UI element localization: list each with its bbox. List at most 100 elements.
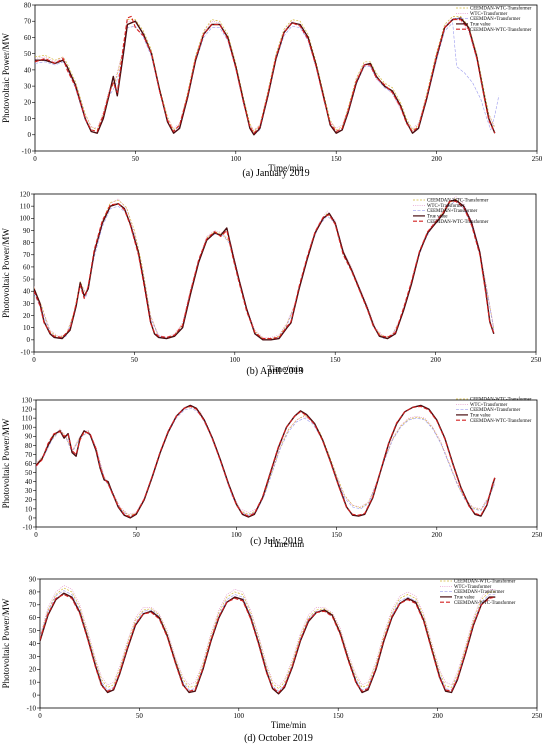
legend-label: CEEMDAN-WTC-Transformer bbox=[427, 199, 489, 204]
legend-label: CEEMDAN-WTC-Transformer bbox=[470, 7, 532, 12]
y-tick-label: 130 bbox=[22, 396, 33, 404]
y-tick-label: 0 bbox=[33, 692, 37, 700]
chart-caption: (b) April 2019 bbox=[246, 366, 303, 377]
y-tick-label: -10 bbox=[27, 704, 37, 712]
legend-label: CEEMDAN+Transformer bbox=[470, 408, 521, 413]
y-axis-title: Photovoltaic Power/MW bbox=[1, 598, 11, 688]
series-true-value bbox=[36, 404, 496, 519]
y-axis-title: Photovoltaic Power/MW bbox=[1, 33, 11, 123]
plot-frame bbox=[33, 193, 537, 353]
series-group bbox=[40, 585, 496, 695]
y-tick-label: 80 bbox=[23, 239, 31, 247]
x-tick-label: 250 bbox=[532, 712, 543, 720]
legend-label: WTC+Transformer bbox=[470, 12, 508, 17]
y-tick-label: 20 bbox=[24, 99, 32, 107]
x-tick-label: 50 bbox=[136, 712, 144, 720]
series-group bbox=[35, 15, 500, 136]
y-tick-label: 70 bbox=[25, 451, 33, 459]
plot-frame bbox=[34, 4, 538, 152]
series-ceemdan-wtc-transformer bbox=[34, 198, 495, 339]
x-tick-label: 0 bbox=[38, 712, 42, 720]
x-axis-title: Time/min bbox=[267, 364, 303, 374]
x-axis-title: Time/min bbox=[271, 720, 307, 730]
x-tick-label: 200 bbox=[432, 712, 443, 720]
y-tick-label: 50 bbox=[23, 275, 31, 283]
y-tick-label: 0 bbox=[27, 336, 31, 344]
y-tick-label: 120 bbox=[20, 190, 31, 198]
y-tick-label: 70 bbox=[29, 601, 37, 609]
y-tick-label: 40 bbox=[25, 478, 33, 486]
y-tick-label: 30 bbox=[25, 487, 33, 495]
legend-label: True value bbox=[470, 23, 490, 28]
y-tick-label: 0 bbox=[29, 514, 33, 522]
x-tick-label: 100 bbox=[230, 356, 241, 364]
y-tick-label: 120 bbox=[22, 405, 33, 413]
y-tick-label: 10 bbox=[24, 115, 32, 123]
chart-caption: (d) October 2019 bbox=[244, 733, 313, 744]
y-tick-label: 60 bbox=[24, 34, 32, 42]
series-ceemdan-transformer bbox=[36, 407, 496, 517]
y-tick-label: 90 bbox=[29, 575, 37, 583]
y-axis-title: Photovoltaic Power/MW bbox=[1, 228, 11, 318]
x-tick-label: 100 bbox=[234, 712, 245, 720]
series-true-value bbox=[34, 199, 495, 341]
y-tick-label: 70 bbox=[23, 251, 31, 259]
legend-label: CEEMDAN+Transformer bbox=[427, 209, 478, 214]
y-tick-label: 30 bbox=[29, 653, 37, 661]
chart-panel-3: 0 50 100 150 200 250-100102030405060708090100… bbox=[1, 396, 543, 549]
series-ceemdan-transformer bbox=[35, 22, 500, 136]
y-tick-label: 80 bbox=[29, 588, 37, 596]
y-tick-label: 50 bbox=[24, 50, 32, 58]
series-ceemdan-wtc-transformer bbox=[40, 587, 496, 689]
y-tick-label: 100 bbox=[22, 424, 33, 432]
legend-label: True value bbox=[427, 215, 447, 220]
legend-label: CEEMDAN+Transformer bbox=[454, 590, 505, 595]
legend-label: CEEMDAN-WTC-Transformer bbox=[454, 601, 516, 606]
y-tick-label: 10 bbox=[23, 324, 31, 332]
x-tick-label: 200 bbox=[430, 356, 441, 364]
series-wtc-transformer bbox=[34, 196, 495, 338]
x-tick-label: 250 bbox=[532, 155, 543, 163]
series-true-value bbox=[35, 17, 496, 136]
y-tick-label: 10 bbox=[29, 679, 37, 687]
series-predicted bbox=[35, 15, 496, 134]
y-tick-label: 110 bbox=[22, 415, 33, 423]
legend-label: WTC+Transformer bbox=[470, 403, 508, 408]
y-tick-label: -10 bbox=[23, 523, 33, 531]
legend: CEEMDAN-WTC-TransformerWTC+TransformerCE… bbox=[413, 199, 489, 225]
y-tick-label: 50 bbox=[29, 627, 37, 635]
y-tick-label: -10 bbox=[22, 147, 32, 155]
series-group bbox=[34, 196, 495, 341]
series-wtc-transformer bbox=[40, 585, 496, 687]
legend-label: True value bbox=[470, 414, 490, 419]
y-tick-label: 50 bbox=[25, 469, 33, 477]
legend-label: CEEMDAN-WTC-Transformer bbox=[454, 580, 516, 585]
x-tick-label: 150 bbox=[330, 356, 341, 364]
y-tick-label: 60 bbox=[25, 460, 33, 468]
y-tick-label: 40 bbox=[29, 640, 37, 648]
x-tick-label: 250 bbox=[532, 531, 543, 539]
x-tick-label: 200 bbox=[431, 155, 442, 163]
series-predicted bbox=[34, 200, 495, 340]
y-tick-label: 40 bbox=[23, 288, 31, 296]
y-axis-title: Photovoltaic Power/MW bbox=[1, 418, 11, 508]
x-tick-label: 100 bbox=[231, 155, 242, 163]
y-tick-label: 40 bbox=[24, 66, 32, 74]
series-ceemdan-wtc-transformer bbox=[36, 406, 496, 516]
legend-label: WTC+Transformer bbox=[427, 204, 465, 209]
y-tick-label: 30 bbox=[24, 83, 32, 91]
legend: CEEMDAN-WTC-TransformerWTC+TransformerCE… bbox=[456, 7, 532, 33]
x-tick-label: 50 bbox=[131, 356, 139, 364]
series-true-value bbox=[40, 592, 496, 695]
x-tick-label: 250 bbox=[531, 356, 542, 364]
y-tick-label: 80 bbox=[24, 1, 32, 9]
x-tick-label: 0 bbox=[34, 531, 38, 539]
y-tick-label: 70 bbox=[24, 18, 32, 26]
legend-label: CEEMDAN-WTC-Transformer bbox=[427, 220, 489, 225]
chart-caption: (c) July 2019 bbox=[250, 536, 303, 547]
y-tick-label: 60 bbox=[23, 263, 31, 271]
y-tick-label: 90 bbox=[25, 433, 33, 441]
chart-panel-2: 0 50 100 150 200 250-100102030405060708090100… bbox=[1, 190, 542, 377]
